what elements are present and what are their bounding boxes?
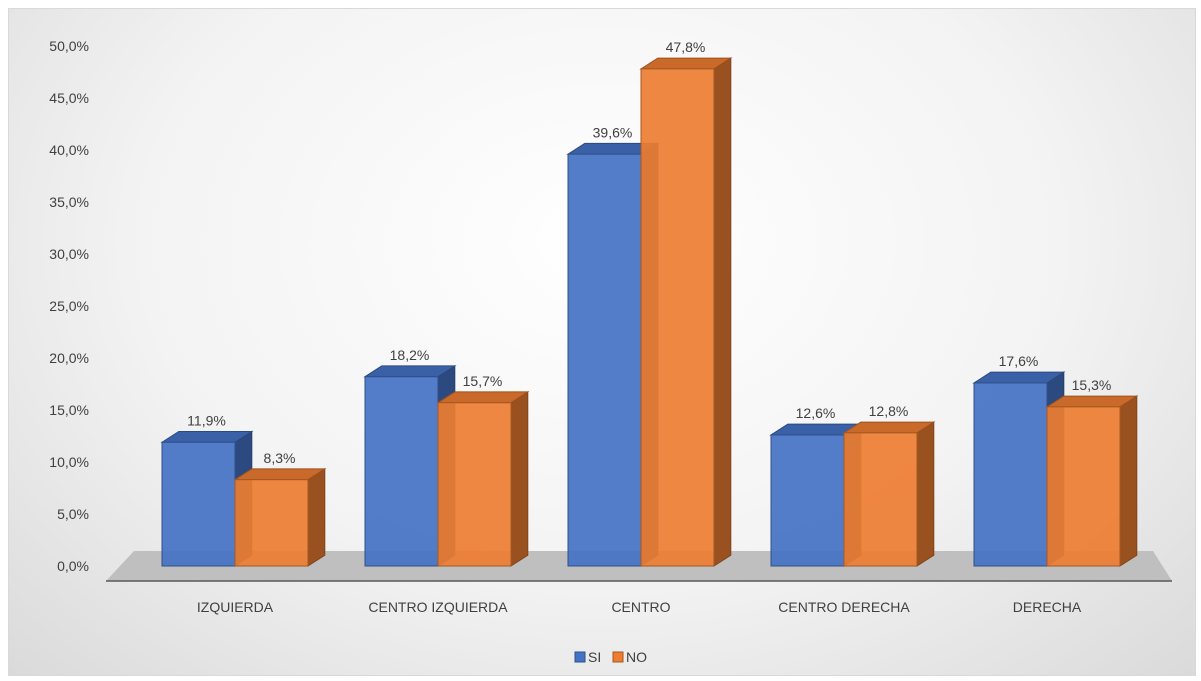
y-tick-label: 0,0%: [57, 558, 89, 574]
bar-si: [567, 153, 642, 567]
legend-swatch-no: [612, 651, 624, 663]
data-label: 15,7%: [463, 373, 503, 389]
bar-side: [510, 391, 529, 567]
y-tick-label: 5,0%: [57, 506, 89, 522]
bar-si: [161, 441, 236, 567]
legend-label-si: SI: [588, 649, 601, 665]
bar-no: [437, 402, 512, 567]
data-label: 17,6%: [999, 353, 1039, 369]
chart-area: 0,0% 5,0% 10,0% 15,0% 20,0% 25,0% 30,0% 35,0% 40…: [8, 8, 1196, 676]
y-tick-label: 25,0%: [49, 298, 89, 314]
bar-top: [1045, 395, 1139, 408]
data-label: 8,3%: [264, 450, 296, 466]
y-tick-label: 30,0%: [49, 246, 89, 262]
y-tick-label: 10,0%: [49, 454, 89, 470]
category-label: CENTRO IZQUIERDA: [368, 599, 508, 615]
y-tick-label: 20,0%: [49, 350, 89, 366]
bar-si: [973, 382, 1048, 567]
y-tick-label: 15,0%: [49, 402, 89, 418]
legend-label-no: NO: [626, 649, 647, 665]
data-label: 15,3%: [1072, 377, 1112, 393]
bar-top: [639, 57, 733, 70]
category-label: CENTRO DERECHA: [778, 599, 910, 615]
data-label: 47,8%: [666, 39, 706, 55]
bar-chart: 0,0% 5,0% 10,0% 15,0% 20,0% 25,0% 30,0% 35,0% 40…: [49, 38, 1172, 665]
legend-swatch-si: [574, 651, 586, 663]
category-label: IZQUIERDA: [197, 599, 274, 615]
bar-no: [234, 479, 309, 567]
y-tick-label: 45,0%: [49, 90, 89, 106]
bar-side: [1119, 395, 1138, 567]
bar-si: [364, 376, 439, 567]
category-label: CENTRO: [611, 599, 670, 615]
y-tick-label: 40,0%: [49, 142, 89, 158]
y-tick-label: 35,0%: [49, 194, 89, 210]
data-label: 39,6%: [593, 124, 633, 140]
bar-top: [436, 391, 530, 404]
data-label: 12,6%: [796, 405, 836, 421]
bar-side: [307, 467, 326, 567]
bar-no: [843, 432, 918, 567]
bar-top: [160, 430, 254, 443]
bar-top: [842, 421, 936, 434]
y-tick-label: 50,0%: [49, 38, 89, 54]
bar-side: [916, 421, 935, 567]
bar-si: [770, 434, 845, 567]
data-label: 11,9%: [187, 412, 226, 428]
bar-top: [972, 371, 1066, 384]
bar-top: [233, 468, 327, 481]
bar-no: [640, 68, 715, 567]
bar-top: [363, 365, 457, 378]
data-label: 18,2%: [390, 347, 430, 363]
category-label: DERECHA: [1013, 599, 1082, 615]
bar-side: [713, 57, 732, 567]
data-label: 12,8%: [869, 403, 909, 419]
bar-no: [1046, 406, 1121, 567]
